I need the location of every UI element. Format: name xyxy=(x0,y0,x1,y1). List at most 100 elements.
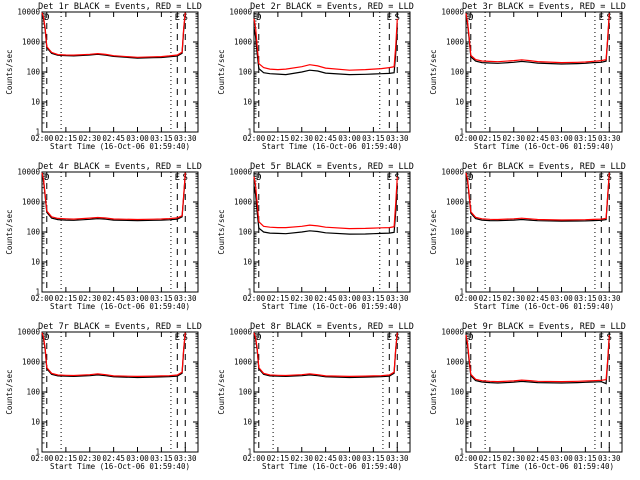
y-tick-label: 100 xyxy=(26,388,40,397)
x-tick-label: 02:15 xyxy=(55,134,78,143)
x-tick-label: 02:00 xyxy=(243,294,266,303)
x-tick-label: 03:15 xyxy=(362,134,385,143)
panel-title: Det 2r BLACK = Events, RED = LLD xyxy=(250,2,414,12)
y-tick-label: 10000 xyxy=(441,168,464,177)
x-tick-label: 03:30 xyxy=(386,294,409,303)
x-tick-label: 02:30 xyxy=(502,454,525,463)
marker-label: D xyxy=(44,173,49,183)
series-line-lld xyxy=(41,332,186,378)
x-tick-label: 03:30 xyxy=(598,294,621,303)
x-axis-label: Start Time (16-Oct-06 01:59:40) xyxy=(474,302,614,311)
y-tick-label: 1 xyxy=(247,128,252,137)
x-tick-label: 03:00 xyxy=(126,134,149,143)
plot-frame xyxy=(465,11,623,133)
x-axis-label: Start Time (16-Oct-06 01:59:40) xyxy=(50,302,190,311)
x-axis-label: Start Time (16-Oct-06 01:59:40) xyxy=(262,142,402,151)
x-axis-label: Start Time (16-Oct-06 01:59:40) xyxy=(262,302,402,311)
x-axis-label: Start Time (16-Oct-06 01:59:40) xyxy=(50,462,190,471)
x-axis-label: Start Time (16-Oct-06 01:59:40) xyxy=(474,142,614,151)
panel-det-2: Det 2r BLACK = Events, RED = LLD 1 10 100 10… xyxy=(217,2,414,151)
x-axis-label: Start Time (16-Oct-06 01:59:40) xyxy=(474,462,614,471)
x-tick-label: 02:45 xyxy=(314,134,337,143)
y-tick-label: 10000 xyxy=(229,328,252,337)
panel-det-7: Det 7r BLACK = Events, RED = LLD 1 10 100 10… xyxy=(5,322,202,471)
plot-frame xyxy=(41,11,199,133)
series-line-events xyxy=(253,333,398,379)
y-tick-label: 100 xyxy=(450,388,464,397)
y-tick-label: 10000 xyxy=(229,8,252,17)
y-tick-label: 1 xyxy=(247,288,252,297)
x-tick-label: 02:45 xyxy=(314,454,337,463)
panel-det-3: Det 3r BLACK = Events, RED = LLD 1 10 100 10… xyxy=(429,2,626,151)
series-line-events xyxy=(465,14,610,65)
x-tick-label: 02:15 xyxy=(479,294,502,303)
x-tick-label: 02:45 xyxy=(102,134,125,143)
x-tick-label: 03:30 xyxy=(174,294,197,303)
y-tick-label: 100 xyxy=(26,68,40,77)
x-tick-label: 02:15 xyxy=(267,294,290,303)
series-line-lld xyxy=(465,334,610,383)
y-tick-label: 10 xyxy=(243,258,253,267)
y-tick-label: 1000 xyxy=(234,198,253,207)
panel-det-6: Det 6r BLACK = Events, RED = LLD 1 10 100 10… xyxy=(429,162,626,311)
y-tick-label: 10 xyxy=(455,258,465,267)
y-axis-label: Counts/sec xyxy=(5,369,14,414)
y-tick-label: 10 xyxy=(455,98,465,107)
marker-label: D xyxy=(256,333,261,343)
x-tick-label: 02:30 xyxy=(502,134,525,143)
x-tick-label: 02:30 xyxy=(290,294,313,303)
x-tick-label: 03:00 xyxy=(338,454,361,463)
x-axis-label: Start Time (16-Oct-06 01:59:40) xyxy=(262,462,402,471)
x-tick-label: 02:15 xyxy=(55,294,78,303)
y-tick-label: 1 xyxy=(459,288,464,297)
y-tick-label: 100 xyxy=(450,228,464,237)
x-tick-label: 02:30 xyxy=(290,134,313,143)
y-tick-label: 100 xyxy=(238,388,252,397)
x-tick-label: 03:30 xyxy=(598,454,621,463)
x-tick-label: 02:00 xyxy=(455,454,478,463)
y-tick-label: 1 xyxy=(459,128,464,137)
x-tick-label: 03:15 xyxy=(574,134,597,143)
y-tick-label: 1000 xyxy=(446,38,465,47)
y-axis-label: Counts/sec xyxy=(5,209,14,254)
series-line-lld xyxy=(41,12,186,58)
x-tick-label: 03:15 xyxy=(574,294,597,303)
y-tick-label: 1 xyxy=(35,288,40,297)
y-tick-label: 10 xyxy=(31,258,41,267)
x-tick-label: 03:30 xyxy=(174,134,197,143)
marker-label: E xyxy=(599,173,604,183)
y-tick-label: 1000 xyxy=(22,38,41,47)
x-tick-label: 03:00 xyxy=(550,134,573,143)
series-line-events xyxy=(253,27,398,76)
x-tick-label: 02:45 xyxy=(102,454,125,463)
plot-frame xyxy=(465,331,623,453)
panel-det-1: Det 1r BLACK = Events, RED = LLD 1 10 100 10… xyxy=(5,2,202,151)
series-line-lld xyxy=(253,176,398,230)
y-tick-label: 10 xyxy=(243,418,253,427)
x-tick-label: 02:00 xyxy=(31,454,54,463)
y-axis-label: Counts/sec xyxy=(217,209,226,254)
marker-label: D xyxy=(468,13,473,23)
y-tick-label: 1000 xyxy=(234,358,253,367)
panel-det-4: Det 4r BLACK = Events, RED = LLD 1 10 100 10… xyxy=(5,162,202,311)
y-tick-label: 1 xyxy=(35,448,40,457)
y-axis-label: Counts/sec xyxy=(429,209,438,254)
x-tick-label: 02:15 xyxy=(267,454,290,463)
marker-label: E xyxy=(387,173,392,183)
y-tick-label: 1000 xyxy=(446,198,465,207)
series-line-events xyxy=(465,173,610,222)
y-tick-label: 1 xyxy=(459,448,464,457)
x-tick-label: 02:30 xyxy=(78,454,101,463)
x-tick-label: 02:45 xyxy=(526,294,549,303)
x-tick-label: 02:45 xyxy=(314,294,337,303)
plot-frame xyxy=(253,171,411,293)
x-tick-label: 03:00 xyxy=(550,454,573,463)
x-tick-label: 03:15 xyxy=(150,294,173,303)
y-tick-label: 100 xyxy=(238,68,252,77)
y-tick-label: 100 xyxy=(450,68,464,77)
panel-det-9: Det 9r BLACK = Events, RED = LLD 1 10 100 10… xyxy=(429,322,626,471)
x-tick-label: 03:15 xyxy=(574,454,597,463)
panel-title: Det 8r BLACK = Events, RED = LLD xyxy=(250,322,414,332)
x-tick-label: 02:30 xyxy=(78,134,101,143)
